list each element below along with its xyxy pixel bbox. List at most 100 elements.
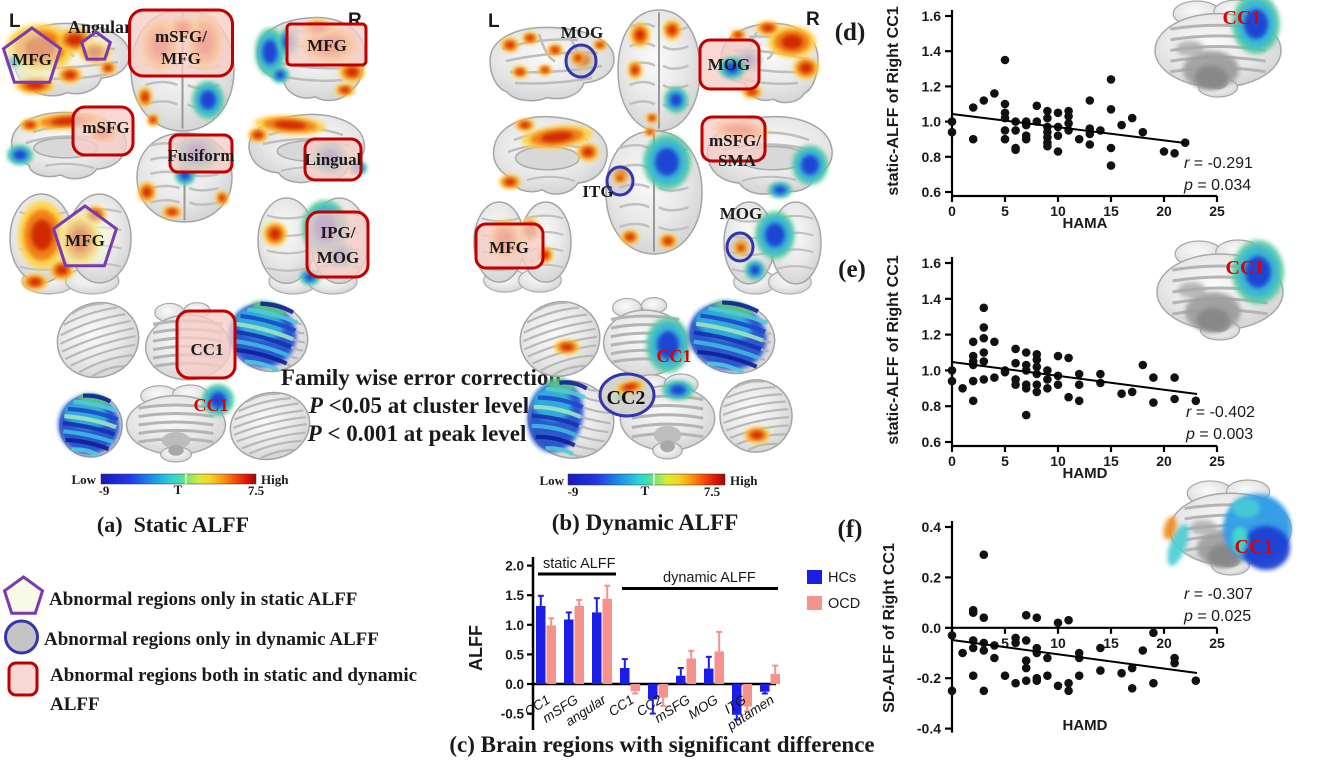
- svg-text:0.6: 0.6: [922, 184, 942, 200]
- svg-text:MFG: MFG: [307, 36, 347, 55]
- svg-text:0.5: 0.5: [505, 647, 524, 662]
- svg-text:R: R: [806, 9, 820, 30]
- svg-text:15: 15: [1103, 453, 1119, 469]
- svg-text:10: 10: [1050, 635, 1066, 651]
- svg-text:0: 0: [948, 453, 956, 469]
- svg-text:Low: Low: [71, 472, 96, 487]
- svg-text:High: High: [730, 473, 758, 488]
- svg-text:0.2: 0.2: [922, 569, 942, 585]
- svg-text:-0.4: -0.4: [917, 721, 941, 737]
- svg-text:T: T: [641, 483, 650, 498]
- svg-text:1.6: 1.6: [922, 8, 942, 24]
- svg-text:P <0.05 at cluster level: P <0.05 at cluster level: [308, 393, 529, 418]
- svg-text:2.0: 2.0: [505, 559, 524, 574]
- svg-text:(b) Dynamic ALFF: (b) Dynamic ALFF: [552, 510, 739, 535]
- svg-text:CC1: CC1: [1226, 257, 1265, 279]
- svg-text:ALFF: ALFF: [466, 625, 486, 671]
- svg-text:P < 0.001 at peak level: P < 0.001 at peak level: [307, 421, 527, 446]
- svg-text:T: T: [174, 482, 183, 497]
- svg-text:0.0: 0.0: [922, 620, 942, 636]
- svg-text:0.6: 0.6: [922, 434, 942, 450]
- svg-text:MFG: MFG: [161, 49, 201, 68]
- svg-text:IPG/: IPG/: [321, 223, 356, 242]
- svg-text:CC1: CC1: [657, 346, 692, 366]
- svg-text:HAMA: HAMA: [1063, 215, 1108, 232]
- svg-text:-9: -9: [99, 483, 110, 498]
- svg-text:1.4: 1.4: [922, 291, 942, 307]
- svg-text:Lingual: Lingual: [305, 150, 362, 169]
- svg-text:7.5: 7.5: [704, 484, 721, 499]
- svg-text:MOG: MOG: [317, 248, 360, 267]
- svg-text:5: 5: [1001, 453, 1009, 469]
- svg-text:ITG: ITG: [582, 182, 613, 201]
- svg-text:0.8: 0.8: [922, 149, 942, 165]
- svg-text:20: 20: [1156, 635, 1172, 651]
- svg-text:-9: -9: [568, 484, 579, 499]
- svg-text:1.2: 1.2: [922, 78, 942, 94]
- svg-text:ALFF: ALFF: [50, 694, 100, 715]
- svg-text:dynamic ALFF: dynamic ALFF: [663, 570, 756, 586]
- svg-text:L: L: [488, 11, 500, 32]
- svg-text:1.0: 1.0: [922, 362, 942, 378]
- svg-text:0.0: 0.0: [505, 677, 524, 692]
- svg-text:25: 25: [1209, 635, 1225, 651]
- svg-text:MOG: MOG: [561, 23, 604, 42]
- svg-text:MOG: MOG: [720, 204, 763, 223]
- svg-text:5: 5: [1001, 635, 1009, 651]
- svg-text:Abnormal regions only in dynam: Abnormal regions only in dynamic ALFF: [44, 629, 379, 650]
- svg-text:10: 10: [1050, 203, 1066, 219]
- svg-text:15: 15: [1103, 203, 1119, 219]
- svg-text:SD-ALFF of Right CC1: SD-ALFF of Right CC1: [881, 543, 898, 713]
- svg-text:5: 5: [1001, 203, 1009, 219]
- svg-text:SMA: SMA: [718, 151, 757, 170]
- svg-text:r = -0.402: r = -0.402: [1186, 404, 1255, 421]
- svg-text:p = 0.003: p = 0.003: [1185, 426, 1253, 443]
- svg-text:static-ALFF of Right CC1: static-ALFF of Right CC1: [885, 255, 902, 444]
- svg-text:0.8: 0.8: [922, 398, 942, 414]
- svg-text:r = -0.291: r = -0.291: [1184, 155, 1253, 172]
- svg-text:p = 0.034: p = 0.034: [1183, 177, 1251, 194]
- svg-text:(f): (f): [838, 516, 863, 543]
- svg-text:r = -0.307: r = -0.307: [1184, 586, 1253, 603]
- svg-text:15: 15: [1103, 635, 1119, 651]
- svg-text:HAMD: HAMD: [1063, 717, 1108, 734]
- svg-text:20: 20: [1156, 453, 1172, 469]
- svg-text:p = 0.025: p = 0.025: [1183, 608, 1251, 625]
- svg-text:Abnormal regions only in stati: Abnormal regions only in static ALFF: [49, 589, 357, 610]
- svg-text:1.0: 1.0: [922, 114, 942, 130]
- svg-text:Abnormal regions both in stati: Abnormal regions both in static and dyna…: [50, 665, 417, 686]
- svg-text:static-ALFF of Right CC1: static-ALFF of Right CC1: [885, 6, 902, 195]
- svg-text:Fusiform: Fusiform: [167, 146, 234, 165]
- svg-text:L: L: [9, 11, 21, 32]
- svg-text:25: 25: [1209, 203, 1225, 219]
- svg-text:Angular: Angular: [68, 17, 132, 37]
- svg-text:MFG: MFG: [12, 50, 52, 69]
- svg-text:1.6: 1.6: [922, 255, 942, 271]
- svg-text:1.0: 1.0: [505, 618, 524, 633]
- svg-text:(c) Brain regions with signifi: (c) Brain regions with significant diffe…: [449, 732, 874, 757]
- svg-text:7.5: 7.5: [248, 483, 265, 498]
- svg-text:CC2: CC2: [607, 387, 646, 409]
- svg-text:HAMD: HAMD: [1063, 465, 1108, 482]
- svg-text:20: 20: [1156, 203, 1172, 219]
- svg-text:(a) Static ALFF: (a) Static ALFF: [97, 512, 249, 537]
- svg-text:High: High: [261, 472, 289, 487]
- svg-text:CC1: CC1: [1223, 7, 1262, 29]
- svg-text:Family wise error correction: Family wise error correction: [281, 365, 562, 390]
- svg-text:1.5: 1.5: [505, 588, 524, 603]
- svg-text:0: 0: [948, 203, 956, 219]
- svg-text:Low: Low: [539, 473, 564, 488]
- svg-text:MFG: MFG: [65, 231, 105, 250]
- svg-text:0.4: 0.4: [922, 519, 942, 535]
- svg-text:mSFG/: mSFG/: [709, 131, 761, 150]
- svg-text:-0.2: -0.2: [917, 670, 941, 686]
- svg-text:1.4: 1.4: [922, 43, 942, 59]
- svg-text:static ALFF: static ALFF: [543, 556, 616, 572]
- svg-text:(d): (d): [835, 19, 866, 46]
- svg-text:(e): (e): [838, 256, 866, 283]
- svg-text:CC1: CC1: [194, 395, 229, 415]
- svg-text:CC1: CC1: [1235, 536, 1274, 558]
- svg-text:1.2: 1.2: [922, 327, 942, 343]
- svg-text:OCD: OCD: [828, 596, 860, 612]
- svg-text:10: 10: [1050, 453, 1066, 469]
